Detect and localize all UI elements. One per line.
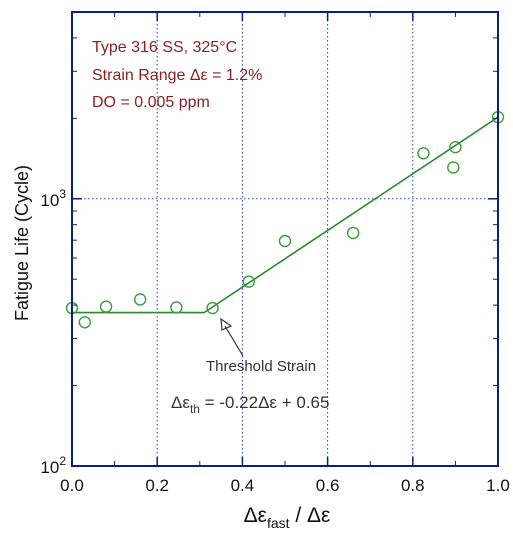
data-point — [78, 316, 91, 329]
x-tick-label: 0.4 — [231, 476, 255, 495]
axis-ticks: 0.0 0.2 0.4 0.6 0.8 1.0 102 103 — [40, 11, 510, 495]
x-tick-label: 0.2 — [145, 476, 169, 495]
x-tick-label: 0.0 — [60, 476, 84, 495]
data-point — [170, 301, 183, 314]
annotation-do: DO = 0.005 ppm — [92, 94, 210, 111]
y-axis-title: Fatigue Life (Cycle) — [12, 165, 32, 321]
data-point — [99, 300, 113, 313]
data-point — [417, 147, 430, 160]
data-point — [206, 301, 219, 315]
data-point — [242, 275, 255, 288]
y-tick-label: 103 — [40, 187, 66, 210]
data-point — [278, 234, 292, 248]
y-tick-label: 102 — [40, 454, 66, 477]
x-tick-label: 0.8 — [401, 476, 425, 495]
threshold-equation: Δεth = -0.22Δε + 0.65 — [171, 393, 329, 416]
annotation-strain-range: Strain Range Δε = 1.2% — [92, 67, 262, 84]
data-points — [65, 110, 505, 329]
annotation-material: Type 316 SS, 325°C — [92, 39, 237, 56]
fit-line — [72, 116, 499, 314]
threshold-arrow — [220, 317, 244, 357]
x-tick-label: 0.6 — [316, 476, 340, 495]
x-tick-label: 1.0 — [486, 476, 510, 495]
grid-lines — [72, 12, 498, 466]
data-point — [346, 226, 360, 240]
threshold-label: Threshold Strain — [206, 358, 316, 375]
data-point — [133, 293, 147, 306]
data-point — [447, 161, 460, 174]
x-axis-title: Δεfast / Δε — [244, 504, 331, 531]
data-point — [449, 140, 462, 154]
fit-polyline — [72, 116, 499, 314]
